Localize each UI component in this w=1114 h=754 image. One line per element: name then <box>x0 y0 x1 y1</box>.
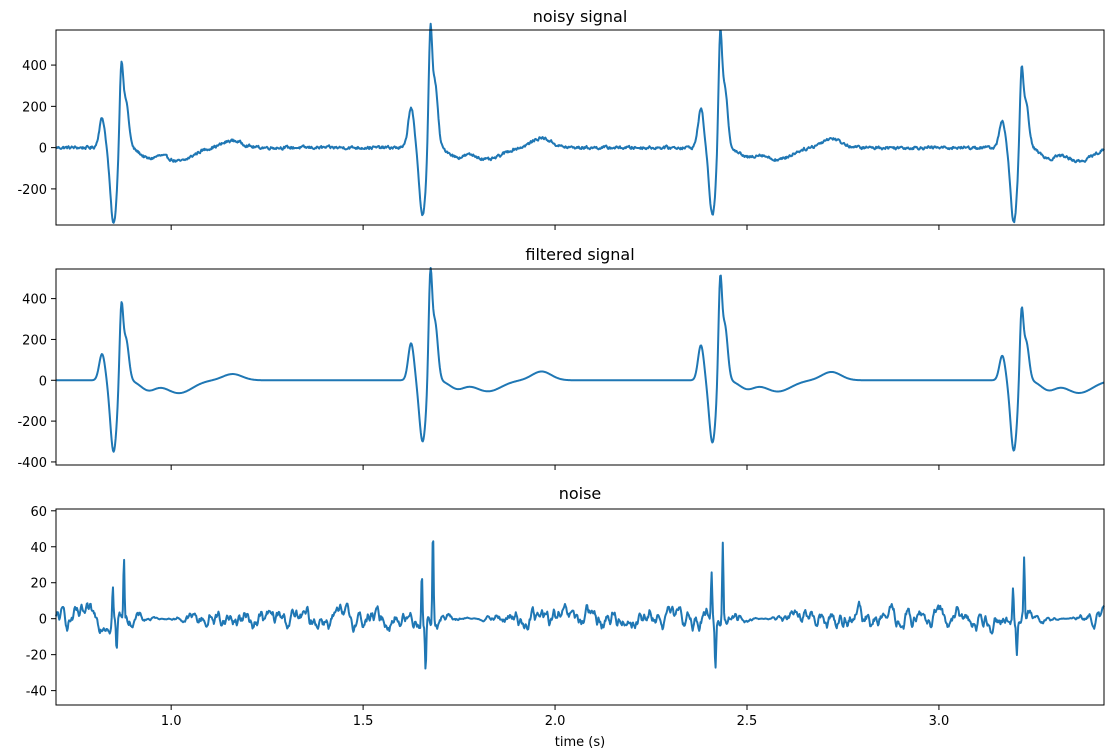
y-tick-label: 40 <box>30 541 47 556</box>
filtered-signal-line <box>55 267 1105 453</box>
y-axis-ticks: -200 0 200 400 <box>17 59 56 198</box>
x-tick-label: 1.0 <box>161 714 182 729</box>
x-axis-ticks: 1.0 1.5 2.0 2.5 3.0 <box>161 705 949 729</box>
y-tick-label: -400 <box>17 456 47 471</box>
noisy-signal-line <box>55 22 1105 224</box>
axes-frame <box>55 508 1105 706</box>
x-tick-label: 2.5 <box>737 714 758 729</box>
subplot-title: noisy signal <box>533 7 628 26</box>
y-tick-label: 0 <box>39 142 47 157</box>
x-axis-ticks <box>170 225 940 230</box>
y-tick-label: -200 <box>17 415 47 430</box>
y-tick-label: 200 <box>22 333 47 348</box>
noisy-signal-subplot: noisy signal -200 0 200 400 <box>17 7 1105 230</box>
filtered-signal-subplot: filtered signal -400 -200 0 200 400 <box>17 245 1105 471</box>
x-axis-ticks <box>170 465 940 470</box>
y-tick-label: 200 <box>22 100 47 115</box>
x-axis-label: time (s) <box>555 735 605 750</box>
y-axis-ticks: -40 -20 0 20 40 60 <box>26 505 56 700</box>
y-tick-label: 400 <box>22 59 47 74</box>
y-axis-ticks: -400 -200 0 200 400 <box>17 293 56 471</box>
x-tick-label: 1.5 <box>353 714 374 729</box>
y-tick-label: -200 <box>17 183 47 198</box>
noise-line <box>55 540 1105 670</box>
axes-frame <box>55 268 1105 466</box>
noise-subplot: noise -40 -20 0 20 40 60 1.0 1.5 2.0 2.5 3.0 <box>26 484 1105 729</box>
x-tick-label: 3.0 <box>929 714 950 729</box>
y-tick-label: 0 <box>39 374 47 389</box>
x-tick-label: 2.0 <box>545 714 566 729</box>
y-tick-label: 400 <box>22 293 47 308</box>
y-tick-label: 60 <box>30 505 47 520</box>
subplot-title: noise <box>559 484 602 503</box>
y-tick-label: 0 <box>39 613 47 628</box>
y-tick-label: -40 <box>26 685 47 700</box>
y-tick-label: -20 <box>26 649 47 664</box>
subplot-title: filtered signal <box>525 245 634 264</box>
y-tick-label: 20 <box>30 577 47 592</box>
axes-frame <box>55 29 1105 226</box>
